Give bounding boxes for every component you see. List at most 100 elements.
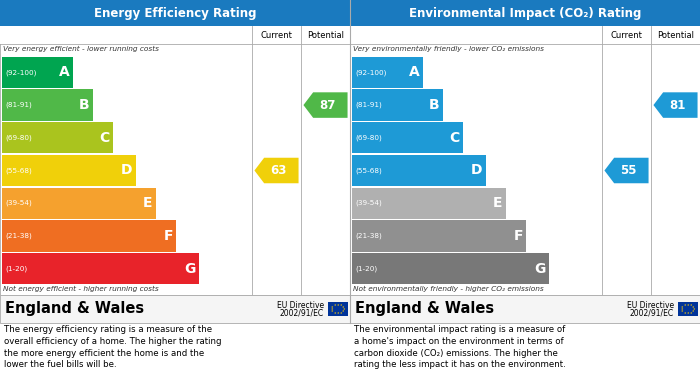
- Text: 87: 87: [319, 99, 336, 111]
- Bar: [350, 0, 700, 26]
- Polygon shape: [605, 158, 648, 183]
- Text: (55-68): (55-68): [355, 167, 382, 174]
- Text: Environmental Impact (CO₂) Rating: Environmental Impact (CO₂) Rating: [409, 7, 641, 20]
- Text: Very energy efficient - lower running costs: Very energy efficient - lower running co…: [3, 46, 159, 52]
- Text: D: D: [121, 163, 132, 178]
- Text: (92-100): (92-100): [355, 69, 386, 75]
- Bar: [350, 26, 700, 44]
- Bar: [0, 26, 350, 44]
- Text: ★: ★: [681, 309, 684, 313]
- Text: (81-91): (81-91): [355, 102, 382, 108]
- Text: (69-80): (69-80): [355, 135, 382, 141]
- Bar: [352, 155, 486, 186]
- Polygon shape: [255, 158, 298, 183]
- Text: Current: Current: [610, 30, 643, 39]
- Text: The energy efficiency rating is a measure of the
overall efficiency of a home. T: The energy efficiency rating is a measur…: [4, 325, 221, 369]
- Text: C: C: [449, 131, 460, 145]
- Text: (1-20): (1-20): [5, 265, 27, 272]
- Text: 55: 55: [620, 164, 637, 177]
- Bar: [328, 302, 348, 316]
- Text: (69-80): (69-80): [5, 135, 32, 141]
- Bar: [0, 0, 350, 26]
- Text: A: A: [409, 65, 419, 79]
- Text: Potential: Potential: [657, 30, 694, 39]
- Text: ★: ★: [334, 311, 336, 315]
- Text: D: D: [471, 163, 482, 178]
- Text: 2002/91/EC: 2002/91/EC: [280, 308, 324, 317]
- Text: ★: ★: [683, 303, 686, 307]
- Text: ★: ★: [331, 309, 334, 313]
- Text: ★: ★: [340, 311, 342, 315]
- Text: A: A: [59, 65, 69, 79]
- Text: ★: ★: [687, 312, 689, 316]
- Text: 2002/91/EC: 2002/91/EC: [630, 308, 674, 317]
- Text: (21-38): (21-38): [5, 233, 32, 239]
- Bar: [352, 253, 549, 284]
- Text: Very environmentally friendly - lower CO₂ emissions: Very environmentally friendly - lower CO…: [353, 46, 544, 52]
- Bar: [352, 90, 442, 121]
- Bar: [350, 295, 700, 323]
- Text: (92-100): (92-100): [5, 69, 36, 75]
- Text: B: B: [429, 98, 440, 112]
- Bar: [2, 253, 199, 284]
- Text: F: F: [513, 229, 523, 243]
- Text: (55-68): (55-68): [5, 167, 32, 174]
- Text: ★: ★: [690, 303, 692, 307]
- Bar: [2, 90, 92, 121]
- Text: ★: ★: [342, 305, 345, 309]
- Bar: [2, 57, 73, 88]
- Text: 81: 81: [669, 99, 686, 111]
- Text: ★: ★: [687, 303, 689, 307]
- Bar: [2, 220, 176, 251]
- Text: ★: ★: [693, 307, 696, 311]
- Text: Not energy efficient - higher running costs: Not energy efficient - higher running co…: [3, 286, 159, 292]
- Text: ★: ★: [342, 309, 345, 313]
- Text: England & Wales: England & Wales: [5, 301, 144, 316]
- Text: ★: ★: [692, 309, 695, 313]
- Bar: [0, 26, 350, 295]
- Bar: [350, 26, 700, 295]
- Bar: [0, 295, 350, 323]
- Text: (39-54): (39-54): [355, 200, 382, 206]
- Text: ★: ★: [337, 303, 340, 307]
- Polygon shape: [654, 92, 697, 118]
- Text: E: E: [494, 196, 503, 210]
- Polygon shape: [304, 92, 347, 118]
- Text: EU Directive: EU Directive: [627, 301, 674, 310]
- Text: F: F: [163, 229, 173, 243]
- Text: ★: ★: [331, 305, 334, 309]
- Bar: [2, 122, 113, 153]
- Bar: [2, 188, 155, 219]
- Text: The environmental impact rating is a measure of
a home's impact on the environme: The environmental impact rating is a mea…: [354, 325, 566, 369]
- Bar: [678, 302, 698, 316]
- Bar: [2, 155, 136, 186]
- Bar: [352, 220, 526, 251]
- Text: (1-20): (1-20): [355, 265, 377, 272]
- Bar: [352, 57, 423, 88]
- Bar: [352, 122, 463, 153]
- Text: ★: ★: [692, 305, 695, 309]
- Text: ★: ★: [681, 305, 684, 309]
- Text: ★: ★: [690, 311, 692, 315]
- Text: B: B: [79, 98, 90, 112]
- Text: ★: ★: [334, 303, 336, 307]
- Text: (21-38): (21-38): [355, 233, 382, 239]
- Text: G: G: [534, 262, 545, 276]
- Text: ★: ★: [680, 307, 683, 311]
- Text: ★: ★: [337, 312, 340, 316]
- Text: ★: ★: [330, 307, 333, 311]
- Text: 63: 63: [270, 164, 287, 177]
- Text: (81-91): (81-91): [5, 102, 32, 108]
- Bar: [352, 188, 505, 219]
- Text: ★: ★: [340, 303, 342, 307]
- Text: E: E: [144, 196, 153, 210]
- Text: Potential: Potential: [307, 30, 344, 39]
- Text: Current: Current: [260, 30, 293, 39]
- Text: G: G: [184, 262, 195, 276]
- Text: ★: ★: [343, 307, 346, 311]
- Text: England & Wales: England & Wales: [355, 301, 494, 316]
- Text: EU Directive: EU Directive: [277, 301, 324, 310]
- Text: ★: ★: [683, 311, 686, 315]
- Text: C: C: [99, 131, 110, 145]
- Text: Not environmentally friendly - higher CO₂ emissions: Not environmentally friendly - higher CO…: [353, 286, 544, 292]
